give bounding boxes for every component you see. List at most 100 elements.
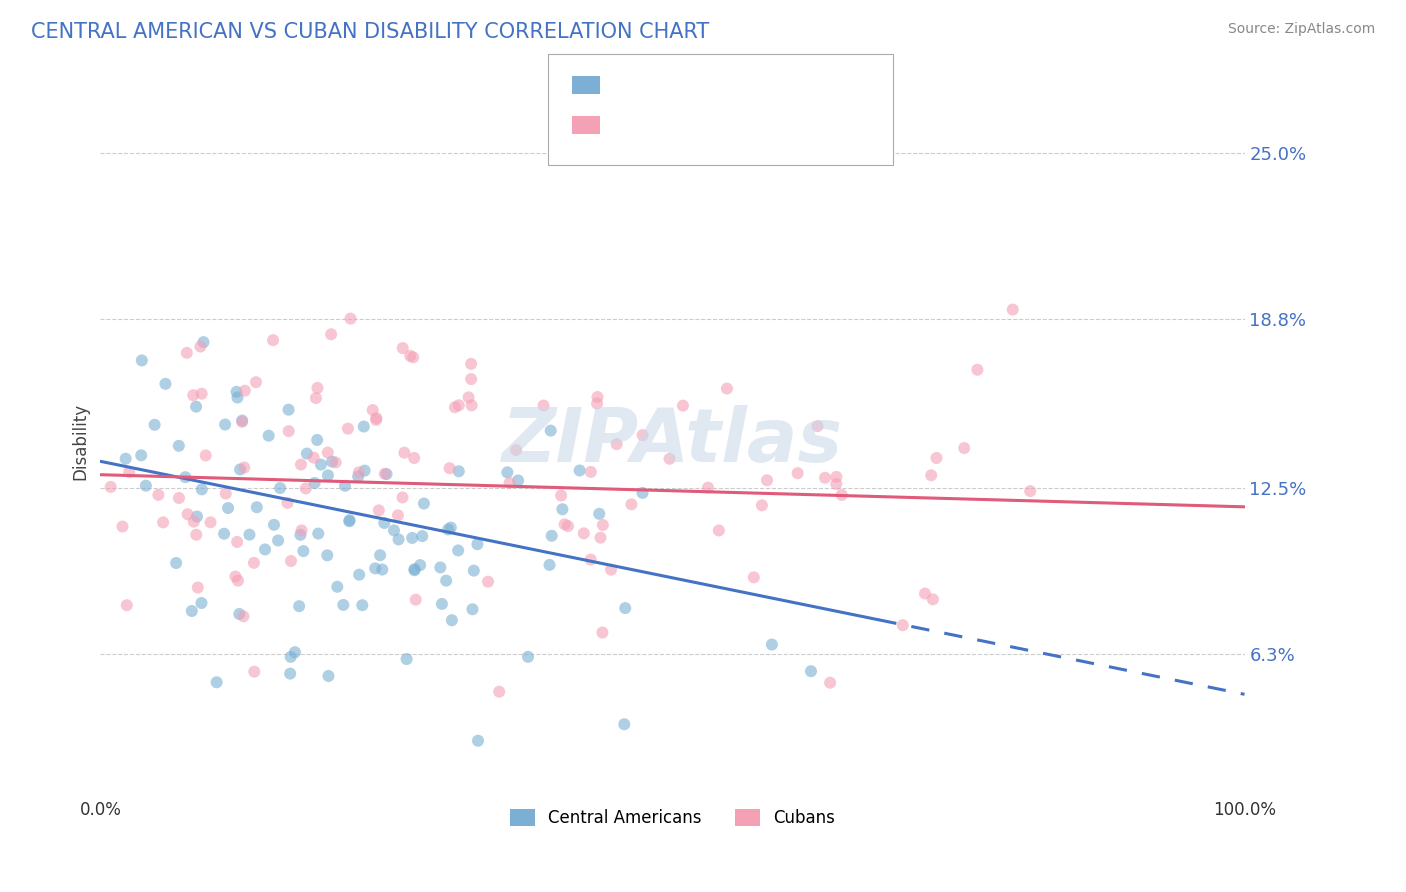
Point <box>814 471 837 485</box>
Point <box>215 486 238 500</box>
Point <box>505 443 527 458</box>
Point <box>391 341 413 355</box>
Point <box>339 311 361 326</box>
Point <box>191 483 214 497</box>
Point <box>707 524 730 538</box>
Point <box>232 609 254 624</box>
Text: 97: 97 <box>775 76 799 94</box>
Point <box>226 391 249 405</box>
Point <box>394 446 416 460</box>
Point <box>187 581 209 595</box>
Point <box>440 520 463 534</box>
Point <box>631 428 654 442</box>
Point <box>925 450 948 465</box>
Point <box>477 574 499 589</box>
Point <box>806 419 828 434</box>
Point <box>756 473 779 487</box>
Point <box>316 468 339 483</box>
Point <box>262 333 284 347</box>
Point <box>401 531 423 545</box>
Point <box>231 414 253 428</box>
Point <box>318 669 340 683</box>
Point <box>447 543 470 558</box>
Text: ZIPAtlas: ZIPAtlas <box>502 405 844 478</box>
Point <box>434 574 457 588</box>
Point <box>461 602 484 616</box>
Point <box>554 517 576 532</box>
Point <box>194 449 217 463</box>
Point <box>277 402 299 417</box>
Point <box>579 552 602 566</box>
Point <box>429 560 451 574</box>
Point <box>373 516 395 530</box>
Point <box>589 531 612 545</box>
Point <box>176 346 198 360</box>
Point <box>231 415 253 429</box>
Point <box>100 480 122 494</box>
Point <box>366 411 388 425</box>
Point <box>321 327 343 342</box>
Point <box>111 519 134 533</box>
Point <box>307 526 329 541</box>
Point <box>309 458 332 472</box>
Point <box>953 441 976 455</box>
Point <box>336 422 359 436</box>
Point <box>114 451 136 466</box>
Point <box>399 349 422 363</box>
Point <box>572 526 595 541</box>
Point <box>292 544 315 558</box>
Point <box>533 399 555 413</box>
Point <box>190 386 212 401</box>
Point <box>914 586 936 600</box>
Point <box>316 445 339 459</box>
Point <box>371 563 394 577</box>
Point <box>404 563 426 577</box>
Point <box>165 556 187 570</box>
Point <box>181 388 204 402</box>
Point <box>353 464 375 478</box>
Point <box>540 529 562 543</box>
Point <box>316 549 339 563</box>
Point <box>226 574 249 588</box>
Point <box>825 470 848 484</box>
Point <box>467 537 489 551</box>
Point <box>276 496 298 510</box>
Point <box>233 384 256 398</box>
Point <box>176 507 198 521</box>
Point <box>672 399 695 413</box>
Point <box>325 455 347 469</box>
Point <box>375 467 398 481</box>
Point <box>364 561 387 575</box>
Point <box>761 638 783 652</box>
Point <box>551 502 574 516</box>
Point <box>246 500 269 515</box>
Point <box>337 514 360 528</box>
Point <box>307 433 329 447</box>
Point <box>568 463 591 477</box>
Point <box>1001 302 1024 317</box>
Point <box>193 335 215 350</box>
Point <box>591 625 613 640</box>
Point <box>498 475 520 490</box>
Point <box>818 675 841 690</box>
Point <box>148 488 170 502</box>
Point <box>183 515 205 529</box>
Point <box>460 398 482 412</box>
Point <box>224 569 246 583</box>
Point <box>439 461 461 475</box>
Point <box>200 516 222 530</box>
Point <box>588 507 610 521</box>
Point <box>697 481 720 495</box>
Point <box>184 400 207 414</box>
Point <box>368 548 391 562</box>
Point <box>457 390 479 404</box>
Point <box>339 513 361 527</box>
Point <box>263 517 285 532</box>
Point <box>186 509 208 524</box>
Point <box>269 481 291 495</box>
Point <box>1019 484 1042 499</box>
Point <box>579 465 602 479</box>
Point <box>278 666 301 681</box>
Point <box>922 592 945 607</box>
Text: R =: R = <box>612 116 643 134</box>
